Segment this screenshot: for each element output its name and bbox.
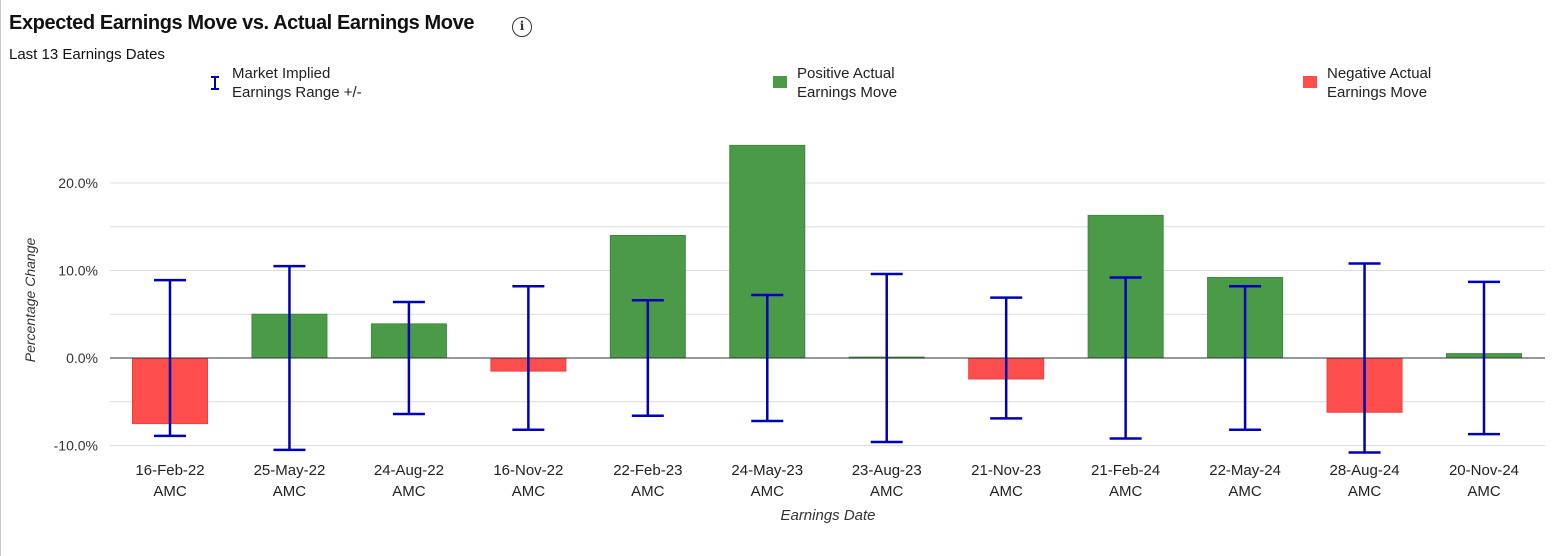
legend-item-positive[interactable]: Positive Actual Earnings Move <box>773 64 897 102</box>
legend-label-line: Earnings Range +/- <box>232 84 362 101</box>
y-tick-label: 20.0% <box>58 175 98 191</box>
x-tick-label-timing: AMC <box>153 483 187 500</box>
legend-label-line: Earnings Move <box>797 84 898 101</box>
x-tick-label-timing: AMC <box>392 483 426 500</box>
legend-label-line: Positive Actual <box>797 65 895 82</box>
chart-title: Expected Earnings Move vs. Actual Earnin… <box>9 12 475 34</box>
y-tick-label: 10.0% <box>58 263 98 279</box>
x-tick-label-timing: AMC <box>1467 483 1501 500</box>
negative-swatch <box>1303 76 1317 88</box>
chart-header: Expected Earnings Move vs. Actual Earnin… <box>9 12 474 35</box>
x-tick-label-timing: AMC <box>751 483 785 500</box>
legend-label-negative: Negative Actual Earnings Move <box>1327 64 1431 102</box>
x-tick-label-date: 24-May-23 <box>731 462 803 479</box>
positive-swatch <box>773 76 787 88</box>
x-tick-label-date: 21-Feb-24 <box>1091 462 1160 479</box>
x-tick-label-date: 21-Nov-23 <box>971 462 1041 479</box>
x-tick-label-date: 16-Nov-22 <box>493 462 563 479</box>
legend-label-line: Market Implied <box>232 65 331 82</box>
x-tick-label-date: 22-May-24 <box>1209 462 1281 479</box>
x-tick-label-date: 25-May-22 <box>254 462 326 479</box>
x-tick-label-timing: AMC <box>990 483 1024 500</box>
x-tick-label-timing: AMC <box>273 483 307 500</box>
info-icon[interactable]: i <box>512 17 532 37</box>
y-tick-label: -10.0% <box>54 438 98 454</box>
x-tick-label-timing: AMC <box>631 483 665 500</box>
x-axis-label: Earnings Date <box>780 507 876 524</box>
legend-item-implied-range[interactable]: Market Implied Earnings Range +/- <box>210 64 362 102</box>
x-tick-label-date: 20-Nov-24 <box>1449 462 1519 479</box>
x-tick-label-timing: AMC <box>870 483 904 500</box>
x-tick-label-date: 16-Feb-22 <box>135 462 204 479</box>
x-tick-label-timing: AMC <box>1228 483 1262 500</box>
i-bar-icon <box>211 76 219 90</box>
panel-left-border <box>0 0 1 556</box>
legend-label-line: Earnings Move <box>1327 84 1428 101</box>
x-tick-label-date: 22-Feb-23 <box>613 462 682 479</box>
legend-label-implied: Market Implied Earnings Range +/- <box>232 64 362 102</box>
chart-subtitle: Last 13 Earnings Dates <box>9 46 165 63</box>
x-tick-label-timing: AMC <box>1348 483 1382 500</box>
x-tick-label-date: 24-Aug-22 <box>374 462 444 479</box>
legend-label-positive: Positive Actual Earnings Move <box>797 64 897 102</box>
legend-label-line: Negative Actual <box>1327 65 1432 82</box>
y-tick-label: 0.0% <box>66 350 98 366</box>
x-tick-label-date: 23-Aug-23 <box>852 462 922 479</box>
x-tick-label-timing: AMC <box>512 483 546 500</box>
x-tick-label-timing: AMC <box>1109 483 1143 500</box>
legend-item-negative[interactable]: Negative Actual Earnings Move <box>1303 64 1431 102</box>
x-tick-label-date: 28-Aug-24 <box>1330 462 1400 479</box>
